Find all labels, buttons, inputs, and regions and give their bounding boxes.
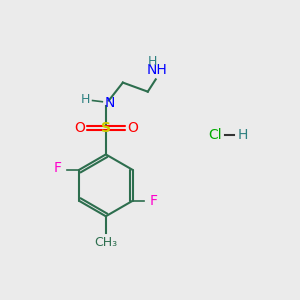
Text: H: H [148,55,157,68]
Text: H: H [238,128,248,142]
Text: CH₃: CH₃ [94,236,117,249]
Text: H: H [80,93,90,106]
Text: F: F [150,194,158,208]
Text: N: N [104,96,115,110]
Text: O: O [127,121,138,135]
Text: Cl: Cl [208,128,222,142]
Text: O: O [74,121,85,135]
Text: S: S [101,121,111,135]
Text: F: F [54,161,61,176]
Text: NH: NH [147,63,168,76]
